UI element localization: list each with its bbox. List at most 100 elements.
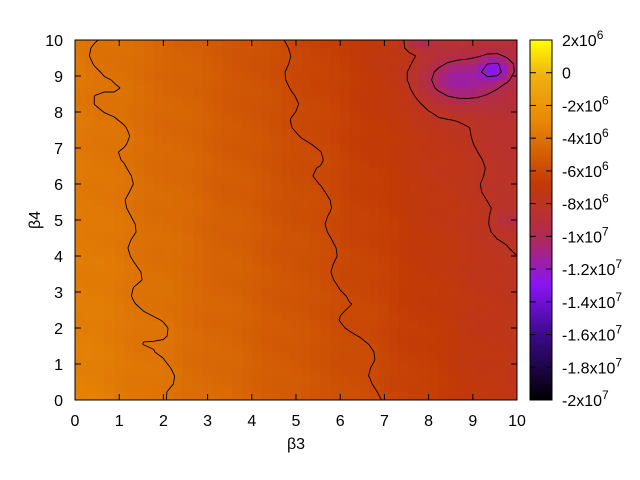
heatmap-cell — [497, 208, 508, 217]
heatmap-cell — [310, 312, 322, 321]
heatmap-cell — [310, 168, 322, 177]
heatmap-cell — [379, 352, 390, 361]
heatmap-cell — [241, 248, 253, 257]
heatmap-cell — [458, 176, 469, 185]
heatmap-cell — [340, 192, 351, 201]
heatmap-cell — [261, 216, 273, 225]
heatmap-cell — [251, 232, 263, 241]
heatmap-cell — [94, 88, 106, 97]
heatmap-cell — [448, 256, 459, 265]
heatmap-cell — [408, 48, 420, 57]
heatmap-cell — [281, 264, 292, 273]
heatmap-cell — [458, 72, 469, 81]
heatmap-cell — [369, 216, 381, 225]
heatmap-cell — [507, 232, 517, 241]
heatmap-cell — [202, 88, 214, 97]
heatmap-cell — [202, 136, 214, 145]
heatmap-cell — [94, 144, 106, 153]
heatmap-cell — [251, 56, 263, 65]
heatmap-cell — [202, 192, 214, 201]
heatmap-cell — [143, 216, 155, 225]
heatmap-cell — [94, 128, 106, 137]
heatmap-cell — [418, 336, 430, 345]
heatmap-cell — [173, 320, 184, 329]
heatmap-cell — [310, 280, 322, 289]
heatmap-cell — [448, 328, 459, 337]
heatmap-cell — [84, 256, 96, 265]
heatmap-cell — [124, 352, 135, 361]
heatmap-cell — [389, 40, 400, 49]
heatmap-cell — [114, 128, 125, 137]
heatmap-cell — [251, 296, 263, 305]
heatmap-cell — [408, 272, 420, 281]
heatmap-cell — [497, 88, 508, 97]
heatmap-cell — [438, 272, 449, 281]
heatmap-cell — [104, 320, 115, 329]
y-tick-label: 4 — [54, 249, 63, 266]
heatmap-cell — [143, 128, 155, 137]
heatmap-cell — [330, 320, 341, 329]
heatmap-cell — [143, 96, 155, 105]
heatmap-cell — [94, 320, 106, 329]
heatmap-cell — [212, 376, 223, 385]
heatmap-cell — [458, 392, 469, 400]
heatmap-cell — [84, 280, 96, 289]
heatmap-cell — [399, 264, 410, 273]
heatmap-cell — [173, 384, 184, 393]
heatmap-cell — [173, 392, 184, 400]
heatmap-cell — [418, 40, 430, 49]
heatmap-cell — [94, 392, 106, 400]
heatmap-cell — [192, 72, 204, 81]
heatmap-cell — [114, 104, 125, 113]
heatmap-cell — [173, 240, 184, 249]
heatmap-cell — [359, 272, 371, 281]
heatmap-cell — [359, 376, 371, 385]
heatmap-cell — [408, 200, 420, 209]
heatmap-cell — [291, 200, 302, 209]
heatmap-cell — [458, 288, 469, 297]
heatmap-cell — [202, 176, 214, 185]
heatmap-cell — [281, 352, 292, 361]
heatmap-cell — [124, 200, 135, 209]
heatmap-cell — [467, 200, 479, 209]
heatmap-cell — [438, 264, 449, 273]
heatmap-cell — [477, 296, 489, 305]
heatmap-cell — [192, 304, 204, 313]
heatmap-cell — [379, 120, 390, 129]
heatmap-cell — [408, 240, 420, 249]
heatmap-cell — [408, 184, 420, 193]
heatmap-cell — [350, 40, 361, 49]
heatmap-cell — [114, 344, 125, 353]
heatmap-cell — [94, 152, 106, 161]
heatmap-cells — [75, 40, 517, 400]
heatmap-cell — [212, 336, 223, 345]
heatmap-cell — [163, 168, 174, 177]
heatmap-cell — [212, 56, 223, 65]
heatmap-cell — [192, 128, 204, 137]
heatmap-cell — [114, 240, 125, 249]
heatmap-cell — [94, 304, 106, 313]
heatmap-cell — [438, 48, 449, 57]
heatmap-cell — [340, 88, 351, 97]
heatmap-cell — [94, 72, 106, 81]
heatmap-cell — [173, 344, 184, 353]
heatmap-cell — [379, 320, 390, 329]
heatmap-cell — [448, 192, 459, 201]
heatmap-cell — [408, 56, 420, 65]
heatmap-cell — [320, 376, 331, 385]
heatmap-cell — [212, 192, 223, 201]
heatmap-cell — [75, 368, 86, 377]
heatmap-cell — [281, 296, 292, 305]
heatmap-cell — [379, 80, 390, 89]
heatmap-cell — [379, 312, 390, 321]
heatmap-cell — [487, 208, 498, 217]
heatmap-cell — [467, 96, 479, 105]
heatmap-cell — [291, 176, 302, 185]
heatmap-cell — [320, 136, 331, 145]
heatmap-cell — [232, 344, 243, 353]
heatmap-cell — [418, 80, 430, 89]
heatmap-cell — [261, 296, 273, 305]
heatmap-cell — [183, 128, 194, 137]
heatmap-cell — [497, 96, 508, 105]
heatmap-cell — [291, 360, 302, 369]
